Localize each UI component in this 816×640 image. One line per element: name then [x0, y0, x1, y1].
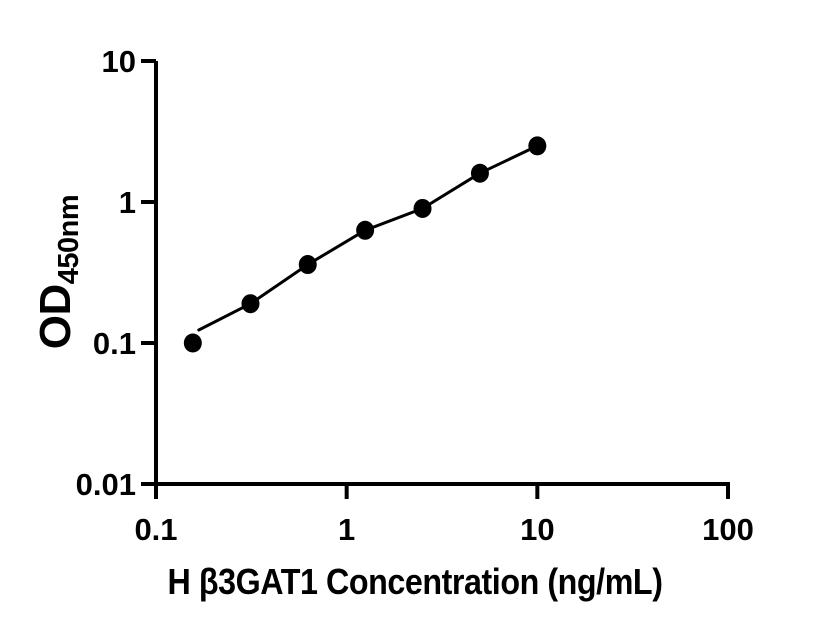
- x-tick-label: 0.1: [134, 512, 177, 547]
- y-tick-label: 1: [119, 185, 136, 220]
- data-point: [241, 294, 260, 314]
- data-series: [183, 136, 547, 353]
- data-point: [356, 220, 375, 240]
- data-point: [298, 255, 317, 275]
- x-tick-label: 100: [702, 512, 754, 547]
- x-axis-title: H β3GAT1 Concentration (ng/mL): [168, 561, 663, 602]
- y-axis-title-subscript: 450nm: [53, 195, 85, 284]
- y-tick-label: 10: [102, 44, 136, 79]
- data-point: [470, 163, 489, 183]
- x-tick-label: 10: [520, 512, 554, 547]
- y-axis-title-main: OD: [31, 284, 80, 349]
- data-point: [528, 136, 547, 156]
- y-tick-label: 0.1: [93, 326, 136, 361]
- data-point: [183, 333, 202, 353]
- y-axis-title: OD450nm: [31, 195, 85, 349]
- axes: 0.01 0.1 1 10 0.1 1 10 100: [76, 44, 754, 547]
- y-tick-label: 0.01: [76, 467, 136, 502]
- x-tick-label: 1: [338, 512, 355, 547]
- data-point: [413, 198, 432, 218]
